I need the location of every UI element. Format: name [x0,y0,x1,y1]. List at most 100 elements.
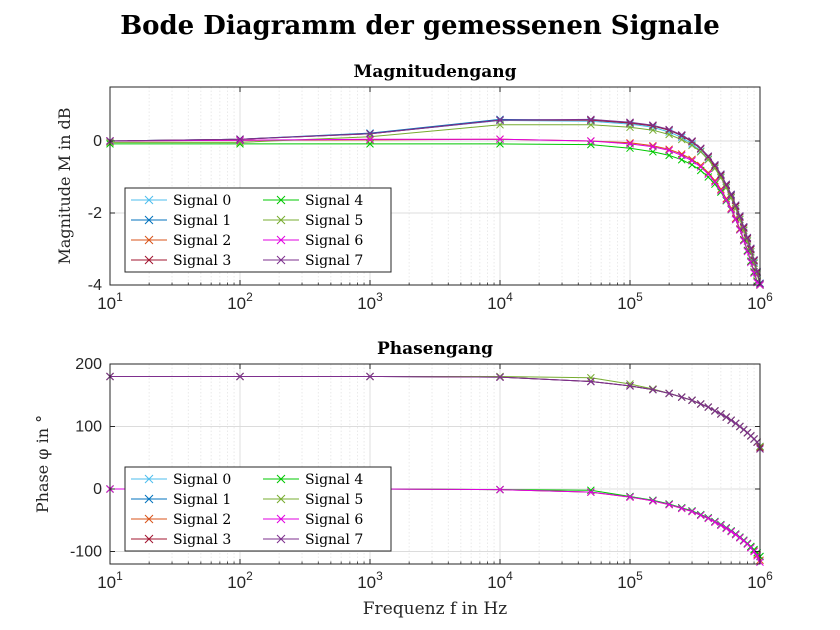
figure-title: Bode Diagramm der gemessenen Signale [120,11,720,41]
phase-axes-box [109,363,761,565]
phase-point-signal-7 [722,413,731,421]
magnitude-point-signal-2 [649,141,657,150]
magnitude-point-signal-4 [587,140,595,149]
magnitude-point-signal-7 [722,180,731,189]
phase-point-signal-7 [736,422,744,431]
phase-point-signal-6 [722,524,731,533]
magnitude-point-signal-7 [496,116,504,124]
magnitude-point-signal-1 [366,129,374,137]
phase-legend-label-signal-3: Signal 3 [173,532,231,548]
phase-x-label: Frequenz f in Hz [363,599,507,619]
phase-point-signal-7 [688,396,696,405]
phase-y-tick-label: -100 [70,544,102,561]
phase-point-signal-6 [727,527,736,536]
phase-point-signal-6 [649,497,657,505]
magnitude-legend-marker-signal-5 [276,215,286,225]
phase-point-signal-6 [688,507,696,516]
phase-point-signal-7 [731,419,740,428]
phase-point-signal-7 [727,416,736,425]
phase-legend-label-signal-1: Signal 1 [173,492,231,508]
magnitude-legend-label-signal-6: Signal 6 [305,233,363,249]
magnitude-point-signal-7 [704,152,713,160]
phase-x-tick-label: 101 [97,569,123,592]
magnitude-point-signal-6 [711,178,719,186]
magnitude-point-signal-6 [665,146,673,155]
phase-point-signal-6 [750,547,758,556]
magnitude-legend-marker-signal-2 [144,235,154,245]
phase-point-signal-5 [587,373,595,382]
magnitude-point-signal-6 [677,151,686,160]
phase-point-signal-6 [626,493,634,501]
phase-series-group [106,372,764,566]
magnitude-legend-label-signal-1: Signal 1 [173,213,231,229]
phase-x-tick-label: 104 [487,569,513,592]
phase-y-tick-label: 100 [75,419,102,436]
magnitude-x-tick-label: 106 [747,290,773,313]
phase-point-signal-7 [587,377,595,386]
magnitude-legend-marker-signal-4 [276,195,286,205]
magnitude-legend-label-signal-7: Signal 7 [305,253,363,269]
phase-point-signal-6 [753,552,761,560]
magnitude-y-tick-label: -4 [88,277,102,294]
phase-point-signal-7 [696,400,705,408]
magnitude-point-signal-4 [711,180,719,189]
magnitude-point-signal-5 [717,173,725,182]
magnitude-point-signal-6 [717,186,725,195]
phase-legend-marker-signal-7 [276,534,286,544]
phase-legend: Signal 0 Signal 1 Signal 2 Signal 3 Signal 4… [124,466,392,552]
phase-point-signal-7 [753,438,761,446]
magnitude-legend-box [124,187,392,273]
magnitude-point-signal-6 [696,163,705,171]
magnitude-point-signal-7 [753,267,761,276]
phase-legend-marker-signal-3 [144,534,154,544]
magnitude-legend-label-signal-5: Signal 5 [305,213,363,229]
magnitude-point-signal-7 [717,170,725,178]
phase-legend-label-signal-6: Signal 6 [305,512,363,528]
phase-x-tick-label: 103 [357,569,383,592]
magnitude-legend-label-signal-4: Signal 4 [305,193,363,209]
phase-legend-marker-signal-0 [144,474,154,484]
magnitude-point-signal-3 [736,213,744,222]
magnitude-point-signal-5 [696,147,705,156]
magnitude-point-signal-2 [626,138,634,147]
phase-point-signal-7 [717,410,725,418]
magnitude-point-signal-7 [696,144,705,153]
phase-point-signal-6 [711,518,719,526]
phase-point-signal-6 [736,533,744,542]
magnitude-point-signal-6 [587,137,595,145]
phase-x-tick-label: 102 [227,569,253,592]
magnitude-point-signal-6 [704,170,713,178]
magnitude-x-tick-label: 104 [487,290,513,313]
magnitude-point-signal-6 [236,136,244,145]
magnitude-legend: Signal 0 Signal 1 Signal 2 Signal 3 Signal 4… [124,187,392,273]
magnitude-point-signal-7 [688,137,696,145]
magnitude-point-signal-2 [711,176,719,185]
magnitude-point-signal-1 [496,115,504,124]
magnitude-title: Magnitudengang [354,62,517,82]
magnitude-line-signal-7 [109,118,761,284]
phase-legend-marker-signal-6 [276,514,286,524]
magnitude-y-label: Magnitude M in dB [55,107,74,264]
magnitude-point-signal-7 [711,160,719,169]
magnitude-legend-label-signal-3: Signal 3 [173,253,231,269]
magnitude-point-signal-0 [688,140,696,148]
magnitude-legend-marker-signal-0 [144,195,154,205]
magnitude-point-signal-4 [696,166,705,175]
magnitude-legend-marker-signal-3 [144,255,154,265]
magnitude-axes-box [109,86,761,286]
phase-point-signal-6 [704,514,713,523]
phase-legend-label-signal-4: Signal 4 [305,472,363,488]
magnitude-legend-label-signal-0: Signal 0 [173,193,231,209]
magnitude-legend-marker-signal-1 [144,215,154,225]
magnitude-point-signal-4 [704,173,713,181]
magnitude-point-signal-5 [587,120,595,129]
magnitude-point-signal-6 [366,135,374,144]
magnitude-point-signal-6 [649,142,657,151]
magnitude-point-signal-5 [704,155,713,164]
magnitude-x-tick-label: 101 [97,290,123,313]
magnitude-point-signal-6 [496,135,504,144]
phase-legend-label-signal-5: Signal 5 [305,492,363,508]
phase-title: Phasengang [377,339,493,359]
magnitude-x-tick-label: 105 [617,290,643,313]
